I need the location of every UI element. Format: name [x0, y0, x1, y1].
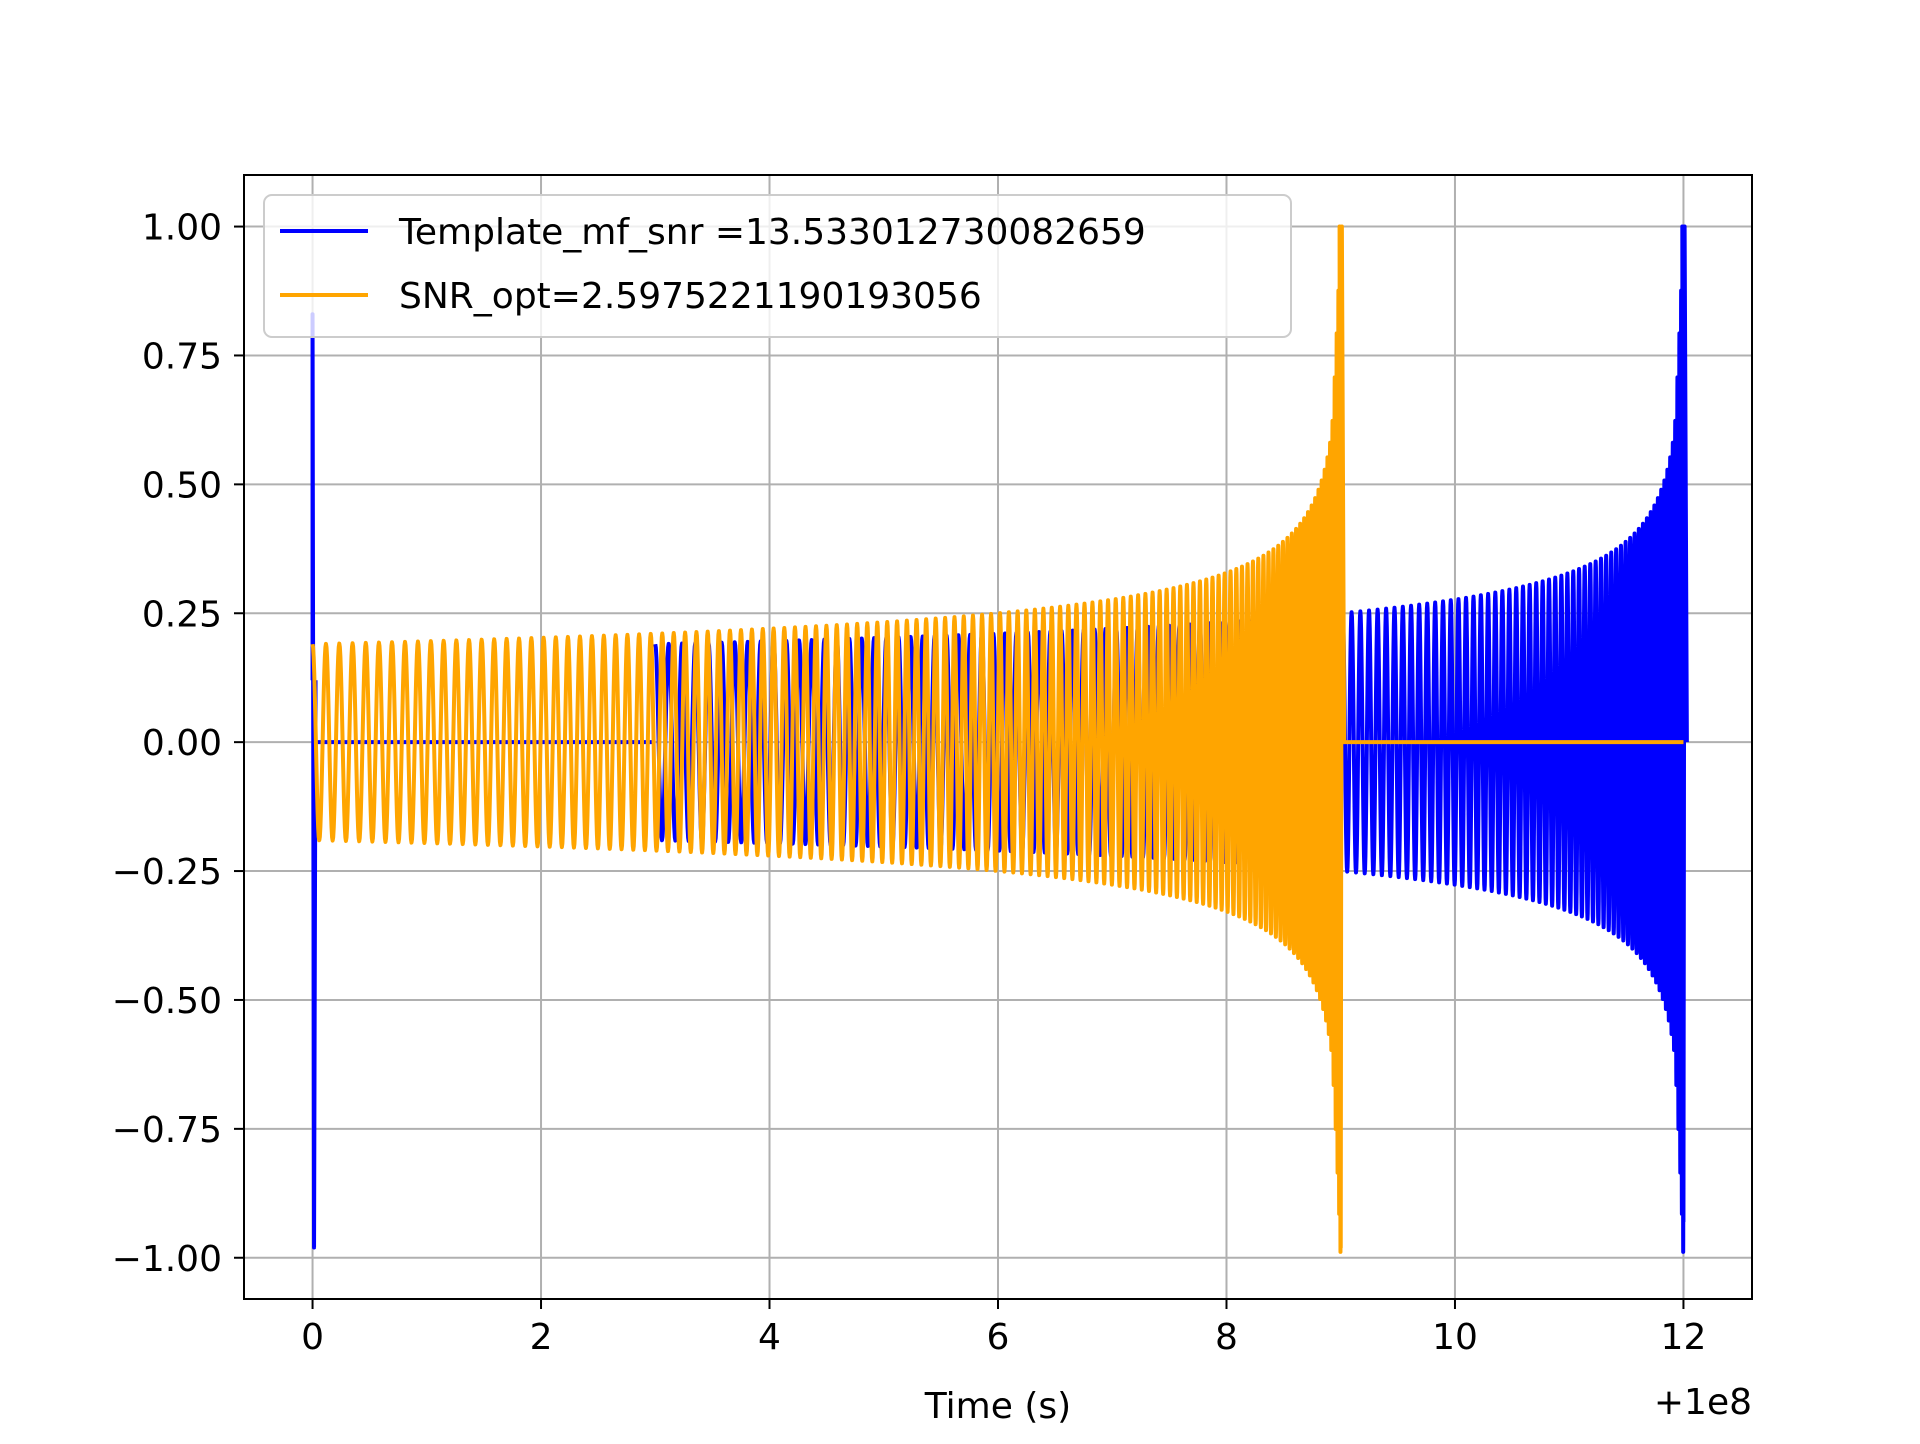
series-line-snr-opt	[310, 224, 1347, 1254]
x-tick-label: 6	[987, 1317, 1010, 1358]
y-tick-label: 0.75	[142, 336, 222, 377]
y-tick-label: −0.25	[112, 852, 222, 893]
legend: Template_mf_snr =13.533012730082659 SNR_…	[263, 194, 1292, 338]
x-tick-label: 2	[530, 1317, 553, 1358]
y-tick-label: 1.00	[142, 208, 222, 249]
series-layer	[310, 224, 1689, 1254]
series-line-template	[310, 312, 318, 1250]
y-tick-label: 0.50	[142, 465, 222, 506]
y-tick-label: −1.00	[112, 1239, 222, 1280]
x-axis-label: Time (s)	[924, 1386, 1071, 1427]
x-offset-label: +1e8	[1654, 1382, 1752, 1423]
y-axis: 1.00 0.75 0.50 0.25 0.00 −0.25 −0.50 −0.75 −1.00	[112, 208, 244, 1280]
y-tick-label: 0.00	[142, 723, 222, 764]
x-tick-label: 0	[301, 1317, 324, 1358]
x-tick-label: 4	[758, 1317, 781, 1358]
x-axis: 0 2 4 6 8 10 12	[301, 1299, 1706, 1358]
y-tick-label: 0.25	[142, 594, 222, 635]
x-tick-label: 8	[1215, 1317, 1238, 1358]
x-tick-label: 12	[1661, 1317, 1707, 1358]
legend-box	[263, 194, 1292, 338]
y-tick-label: −0.50	[112, 981, 222, 1022]
x-tick-label: 10	[1432, 1317, 1478, 1358]
y-tick-label: −0.75	[112, 1110, 222, 1151]
legend-label-template: Template_mf_snr =13.533012730082659	[398, 212, 1146, 253]
legend-label-snr-opt: SNR_opt=2.5975221190193056	[399, 276, 982, 317]
